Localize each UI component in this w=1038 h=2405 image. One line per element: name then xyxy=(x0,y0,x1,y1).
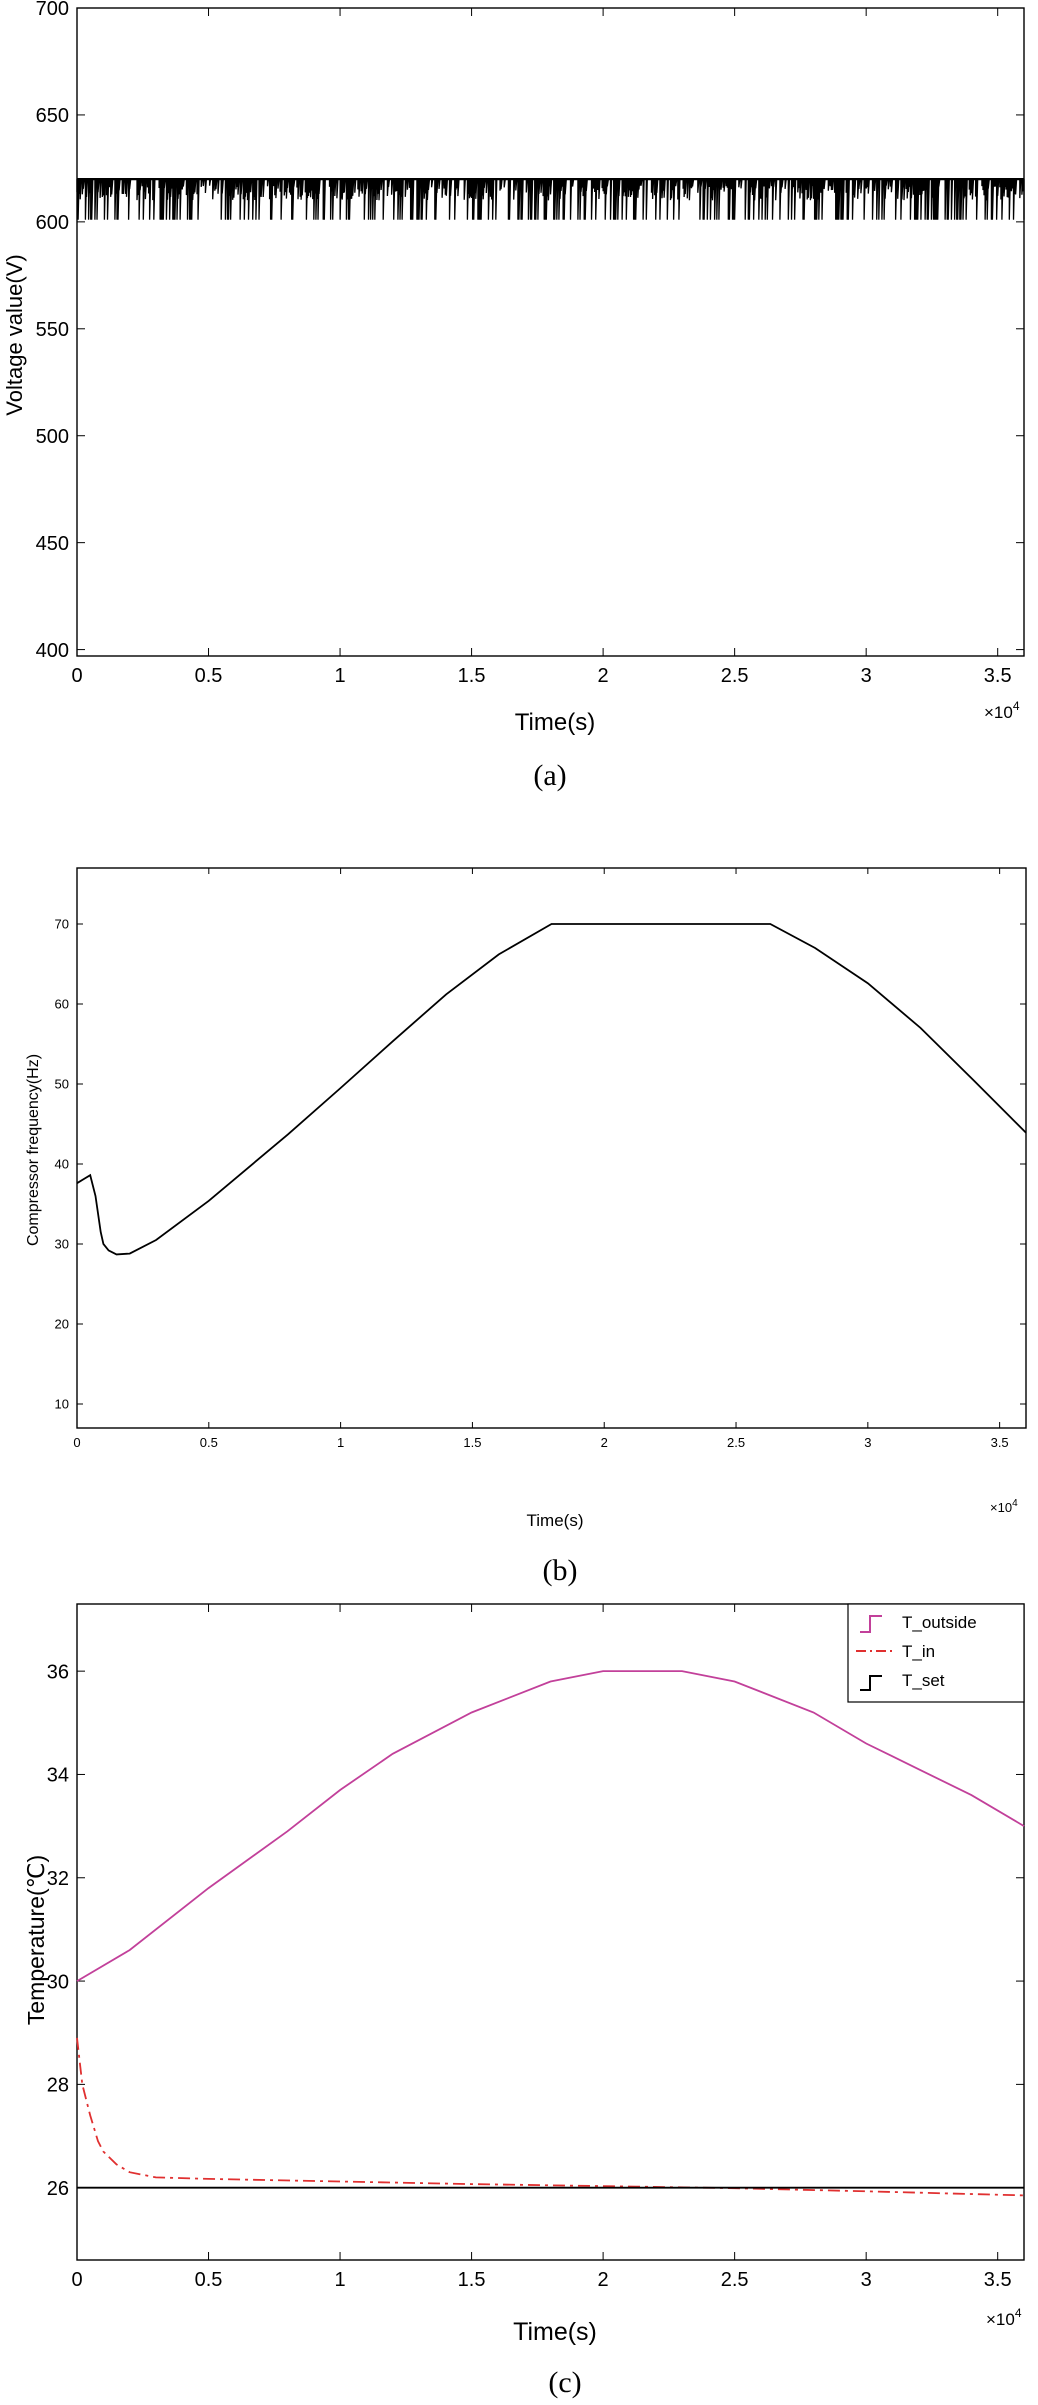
series-line-voltage xyxy=(76,178,1025,220)
x-tick-label: 1.5 xyxy=(458,2269,486,2291)
y-tick-label: 650 xyxy=(36,105,69,127)
x-tick-label: 3.5 xyxy=(991,1435,1009,1450)
x-tick-label: 1.5 xyxy=(458,665,486,687)
y-tick-label: 28 xyxy=(47,2075,69,2097)
x-tick-label: 3 xyxy=(861,2269,872,2291)
legend-item-t-outside: T_outside xyxy=(860,1613,977,1633)
y-tick-label: 60 xyxy=(55,997,69,1012)
x-exponent: ×104 xyxy=(990,1498,1018,1515)
x-exponent: ×104 xyxy=(984,699,1020,722)
y-tick-label: 550 xyxy=(36,319,69,341)
voltage-chart: 0 0.5 1 1.5 2 2.5 3 3.5 400 450 500 550 600 650 700 Ti… xyxy=(2,0,1025,792)
series-line-t-in xyxy=(76,2037,1025,2197)
plot-frame xyxy=(76,867,1027,1429)
x-tick-label: 1.5 xyxy=(463,1435,481,1450)
caption-c: (c) xyxy=(548,2366,581,2399)
x-tick-label: 0.5 xyxy=(200,1435,218,1450)
compressor-frequency-chart: 0 0.5 1 1.5 2 2.5 3 3.5 10 20 30 40 50 60 70 Time(s) C… xyxy=(25,867,1027,1587)
x-tick-label: 3.5 xyxy=(984,2269,1012,2291)
chart-panel-c: 0 0.5 1 1.5 2 2.5 3 3.5 26 28 30 32 34 36 Time(s) Tem… xyxy=(0,1600,1038,2400)
x-tick-label: 0 xyxy=(73,1435,80,1450)
x-tick-label: 1 xyxy=(334,665,345,687)
y-tick-label: 450 xyxy=(36,533,69,555)
y-axis-label: Compressor frequency(Hz) xyxy=(25,1054,42,1246)
y-tick-label: 70 xyxy=(55,917,69,932)
x-tick-label: 0.5 xyxy=(195,665,223,687)
y-tick-label: 34 xyxy=(47,1765,69,1787)
legend-swatch-t-set xyxy=(860,1675,882,1691)
x-tick-label: 0 xyxy=(71,665,82,687)
y-tick-label: 20 xyxy=(55,1317,69,1332)
x-axis-label: Time(s) xyxy=(515,709,595,736)
temperature-chart: 0 0.5 1 1.5 2 2.5 3 3.5 26 28 30 32 34 36 Time(s) Tem… xyxy=(23,1603,1025,2399)
legend-box xyxy=(847,1603,1025,1703)
y-axis-label: Voltage value(V) xyxy=(2,254,27,415)
plot-frame xyxy=(76,1603,1025,2261)
legend-label-t-set: T_set xyxy=(902,1671,945,1690)
x-tick-label: 0.5 xyxy=(195,2269,223,2291)
legend-item-t-in: T_in xyxy=(856,1642,935,1661)
y-tick-label: 30 xyxy=(55,1237,69,1252)
x-exponent: ×104 xyxy=(986,2306,1022,2329)
caption-a: (a) xyxy=(533,759,566,792)
y-tick-label: 32 xyxy=(47,1868,69,1890)
x-tick-label: 0 xyxy=(71,2269,82,2291)
y-tick-label: 26 xyxy=(47,2178,69,2200)
chart-panel-a: 0 0.5 1 1.5 2 2.5 3 3.5 400 450 500 550 600 650 700 Ti… xyxy=(0,0,1038,800)
x-tick-label: 2 xyxy=(601,1435,608,1450)
y-tick-label: 40 xyxy=(55,1157,69,1172)
y-tick-label: 700 xyxy=(36,0,69,20)
x-tick-label: 3 xyxy=(861,665,872,687)
x-tick-label: 2.5 xyxy=(721,2269,749,2291)
x-axis-label: Time(s) xyxy=(513,2318,597,2346)
x-tick-label: 3 xyxy=(864,1435,871,1450)
x-tick-label: 3.5 xyxy=(984,665,1012,687)
y-tick-label: 400 xyxy=(36,640,69,662)
chart-panel-b: 0 0.5 1 1.5 2 2.5 3 3.5 10 20 30 40 50 60 70 Time(s) C… xyxy=(0,800,1038,1600)
x-tick-label: 2 xyxy=(598,665,609,687)
x-tick-label: 2.5 xyxy=(721,665,749,687)
x-tick-label: 2 xyxy=(598,2269,609,2291)
legend-label-t-outside: T_outside xyxy=(902,1613,977,1632)
x-axis-label: Time(s) xyxy=(527,1511,584,1530)
legend-item-t-set: T_set xyxy=(860,1671,945,1691)
y-tick-label: 10 xyxy=(55,1397,69,1412)
x-tick-label: 1 xyxy=(337,1435,344,1450)
caption-b: (b) xyxy=(543,1554,578,1587)
series-line-series-0 xyxy=(76,923,1027,1256)
y-tick-label: 36 xyxy=(47,1661,69,1683)
y-tick-label: 50 xyxy=(55,1077,69,1092)
y-tick-label: 30 xyxy=(47,1971,69,1993)
y-tick-label: 500 xyxy=(36,426,69,448)
legend-swatch-t-outside xyxy=(860,1615,882,1633)
series-line-t-outside xyxy=(76,1670,1025,1982)
x-tick-label: 1 xyxy=(334,2269,345,2291)
x-tick-label: 2.5 xyxy=(727,1435,745,1450)
legend: T_outside T_in T_set xyxy=(847,1603,1025,1703)
y-tick-label: 600 xyxy=(36,212,69,234)
legend-label-t-in: T_in xyxy=(902,1642,935,1661)
y-axis-label: Temperature(℃) xyxy=(23,1855,49,2025)
plot-frame xyxy=(76,7,1025,657)
